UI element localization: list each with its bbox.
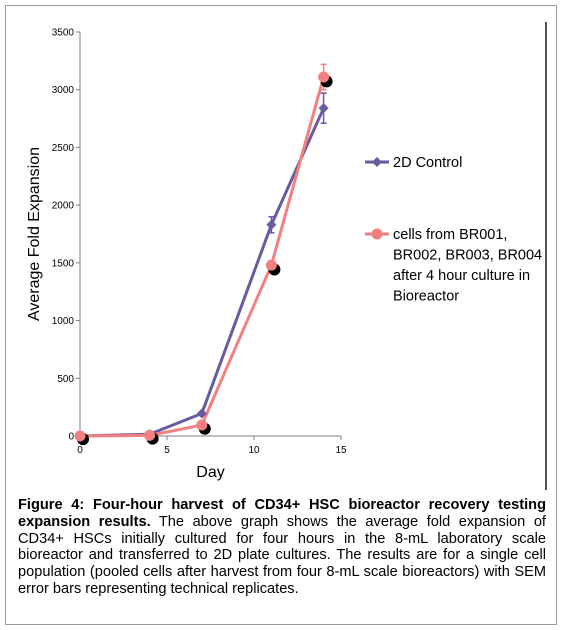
legend-marker <box>371 228 383 240</box>
legend-label: BR002, BR003, BR004 <box>393 248 542 264</box>
point-series-2 <box>265 259 277 271</box>
point-series-2 <box>74 430 86 442</box>
legend-label: Bioreactor <box>393 289 459 305</box>
y-tick-label: 3500 <box>52 28 75 39</box>
legend-label: cells from BR001, <box>393 227 507 243</box>
point-series-2 <box>196 419 208 431</box>
point-series-2 <box>318 71 330 83</box>
point-series-1 <box>196 408 207 419</box>
point-series-1 <box>266 219 277 230</box>
y-tick-label: 1500 <box>52 258 75 269</box>
caption-text: The above graph shows the average fold e… <box>18 513 546 597</box>
x-tick-label: 5 <box>164 445 170 456</box>
series-line-1 <box>79 107 325 438</box>
legend-marker <box>372 157 382 167</box>
point-series-1 <box>318 103 329 114</box>
caption-bold: Figure 4: Four-hour harvest of CD34+ HSC… <box>18 497 546 530</box>
point-series-2 <box>144 429 156 441</box>
legend-label: after 4 hour culture in <box>393 268 530 284</box>
x-tick-label: 0 <box>77 445 83 456</box>
figure-caption: Figure 4: Four-hour harvest of CD34+ HSC… <box>18 497 546 598</box>
y-tick-label: 2000 <box>52 201 75 212</box>
y-tick-label: 0 <box>68 432 74 443</box>
y-tick-label: 3000 <box>52 85 75 96</box>
legend-label: 2D Control <box>393 155 462 171</box>
x-tick-label: 10 <box>248 445 260 456</box>
line-chart: 0 500 1000 1500 2000 2500 3000 3500 0 5 10 15 Day Ave… <box>26 28 542 482</box>
y-tick-label: 500 <box>57 374 74 385</box>
y-tick-label: 2500 <box>52 143 75 154</box>
right-divider <box>545 22 547 490</box>
figure-frame <box>5 5 557 625</box>
y-axis-title: Average Fold Expansion <box>26 147 43 321</box>
x-axis-title: Day <box>196 464 224 481</box>
y-tick-label: 1000 <box>52 316 75 327</box>
series-line-2 <box>79 76 326 438</box>
x-tick-label: 15 <box>335 445 347 456</box>
